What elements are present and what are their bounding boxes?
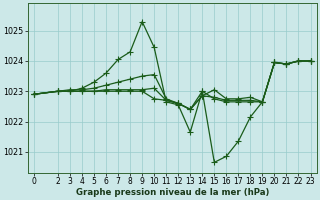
X-axis label: Graphe pression niveau de la mer (hPa): Graphe pression niveau de la mer (hPa) [76, 188, 269, 197]
